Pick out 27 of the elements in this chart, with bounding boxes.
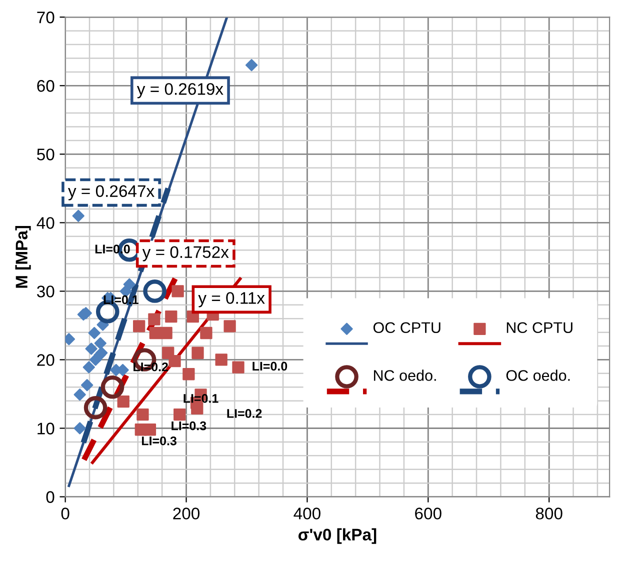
x-tick-label: 200 — [173, 508, 200, 520]
y-tick-label: 10 — [38, 422, 54, 434]
legend-label: NC CPTU — [506, 322, 572, 334]
x-tick-label: 0 — [61, 508, 70, 520]
annotation: y = 0.11x — [198, 292, 265, 308]
annotation: y = 0.1752x — [142, 246, 229, 262]
y-tick-label: 60 — [37, 80, 54, 92]
x-tick-label: 600 — [415, 508, 442, 520]
x-axis-title: σ'v0 [kPa] — [298, 528, 376, 544]
legend-label: OC CPTU — [373, 322, 440, 334]
annotation: y = 0.2647x — [68, 185, 154, 200]
y-tick-label: 70 — [37, 12, 54, 24]
x-tick-label: 800 — [536, 508, 562, 520]
y-tick-label: 50 — [37, 148, 54, 160]
legend-label: NC oedo. — [374, 370, 436, 381]
annotation: LI=0.0 — [252, 362, 288, 371]
y-tick-label: 0 — [46, 491, 54, 503]
annotation: y = 0.2619x — [136, 83, 224, 98]
y-axis-title: M [MPa] — [15, 226, 31, 288]
y-tick-label: 20 — [37, 354, 54, 366]
x-tick-label: 400 — [294, 508, 320, 520]
y-tick-label: 30 — [36, 286, 54, 298]
annotation: LI=0.2 — [227, 409, 262, 418]
legend-label: OC oedo. — [506, 370, 570, 381]
annotation: LI=0.3 — [142, 436, 176, 446]
annotation: LI=0.3 — [172, 421, 206, 430]
y-tick-label: 40 — [36, 217, 54, 229]
